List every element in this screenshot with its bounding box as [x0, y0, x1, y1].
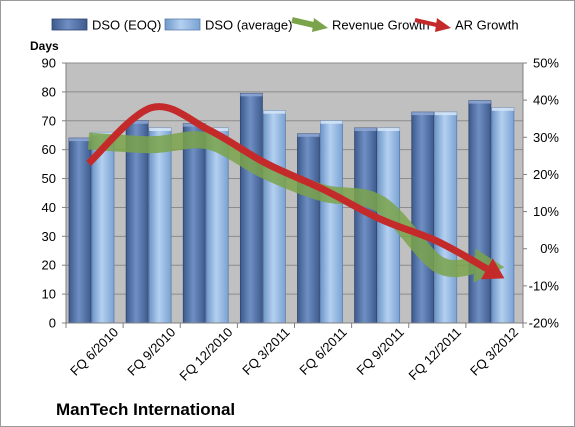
bar-dso-eoq	[68, 137, 92, 324]
legend-label: Revenue Growth	[332, 18, 430, 33]
y-right-tick-label: 50%	[533, 56, 559, 71]
bar-dso-average	[205, 127, 229, 324]
bar-dso-eoq	[239, 92, 263, 324]
y-right-tick-label: 30%	[533, 130, 559, 145]
legend-label: AR Growth	[455, 18, 519, 33]
y-left-tick-label: 50	[42, 171, 56, 186]
bar-dso-average	[262, 110, 286, 324]
y-left-tick-label: 80	[42, 84, 56, 99]
y-left-tick-label: 10	[42, 287, 56, 302]
y-left-tick-label: 90	[42, 56, 56, 71]
y-right-tick-label: 20%	[533, 167, 559, 182]
y-left-tick-label: 70	[42, 113, 56, 128]
chart-title: ManTech International	[56, 400, 235, 419]
y-right-tick-label: 10%	[533, 204, 559, 219]
legend-ar-arrowhead	[435, 18, 451, 32]
bar-dso-average	[148, 127, 172, 324]
legend-swatch-dso-eoq	[51, 18, 88, 31]
bar-top-highlight	[240, 93, 263, 97]
bar-dso-eoq	[411, 111, 435, 324]
y-right-tick-label: -10%	[529, 278, 560, 293]
bar-top-highlight	[297, 133, 320, 137]
bar-dso-average	[320, 120, 343, 324]
bar-dso-eoq	[297, 133, 320, 324]
bar-top-highlight	[69, 138, 91, 142]
bar-dso-eoq	[354, 127, 378, 324]
y-left-tick-label: 0	[49, 316, 56, 331]
bar-top-highlight	[468, 100, 491, 104]
y-left-tick-label: 40	[42, 200, 56, 215]
ar-growth-arrow	[86, 103, 489, 272]
trend-arrows	[86, 103, 505, 283]
bar-top-highlight	[206, 128, 229, 131]
legend-label: DSO (EOQ)	[92, 18, 161, 33]
y-left-tick-label: 20	[42, 258, 56, 273]
bar-top-highlight	[126, 120, 149, 124]
y-right-tick-label: -20%	[529, 316, 560, 331]
bar-top-highlight	[263, 110, 286, 114]
bar-dso-average	[434, 111, 458, 324]
ar-growth-arrowhead	[481, 258, 505, 280]
bar-top-highlight	[491, 107, 514, 111]
bars	[68, 92, 515, 324]
bar-top-highlight	[320, 120, 343, 124]
revenue-growth-arrow	[88, 131, 476, 278]
legend: DSO (EOQ) DSO (average) Revenue Growth AR G…	[51, 17, 519, 33]
y-right-tick-label: 0%	[540, 241, 559, 256]
bar-dso-eoq	[182, 123, 206, 324]
y-left-tick-label: 30	[42, 229, 56, 244]
legend-swatch-dso-average	[164, 18, 201, 31]
bar-top-highlight	[411, 112, 434, 116]
bar-top-highlight	[377, 128, 400, 131]
legend-label: DSO (average)	[205, 18, 292, 33]
bar-top-highlight	[149, 128, 172, 131]
bar-dso-average	[491, 107, 515, 324]
y-right-tick-label: 40%	[533, 93, 559, 108]
y-axis-title: Days	[30, 39, 59, 53]
bar-top-highlight	[434, 112, 457, 116]
legend-revenue-arrowhead	[312, 18, 328, 32]
y-left-tick-label: 60	[42, 142, 56, 157]
bar-top-highlight	[354, 128, 377, 131]
bar-dso-eoq	[468, 100, 492, 324]
